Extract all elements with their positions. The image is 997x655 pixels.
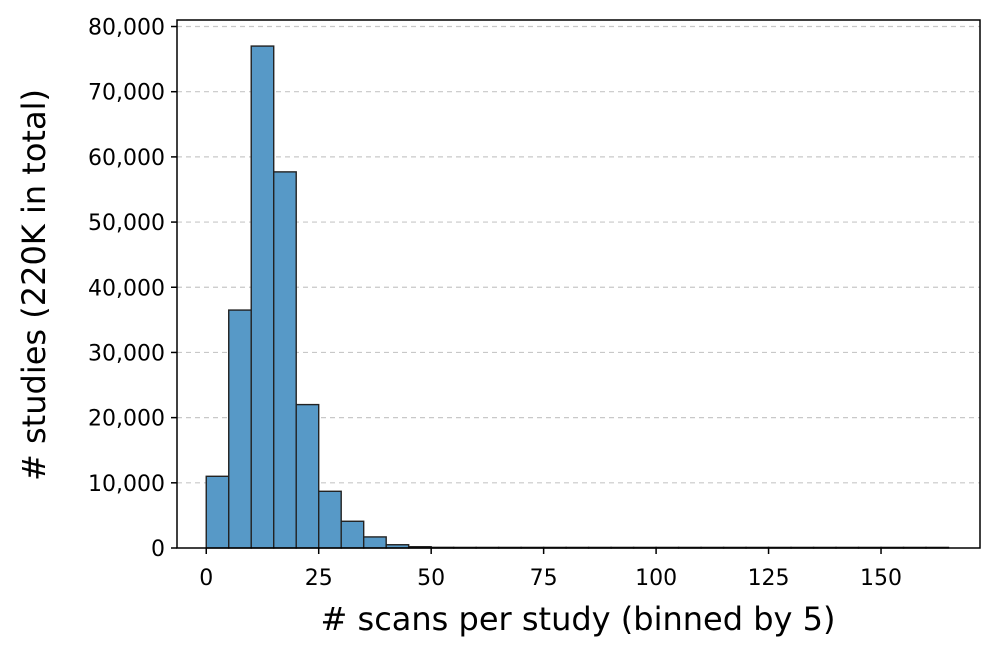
y-tick-label: 70,000	[88, 81, 165, 106]
histogram-bar	[228, 309, 252, 549]
grid-lines	[177, 25, 980, 484]
x-tick-label: 150	[860, 566, 902, 591]
histogram-bar	[250, 45, 275, 549]
y-tick-label: 30,000	[88, 341, 165, 366]
histogram-bar	[295, 403, 320, 549]
y-tick-label: 40,000	[88, 276, 165, 301]
y-axis-ticks: 0 10,000 20,000 30,000 40,000 50,000 60,000 70,…	[88, 16, 177, 562]
y-tick-label: 80,000	[88, 16, 165, 41]
x-tick-label: 50	[417, 566, 445, 591]
histogram-bar	[205, 475, 230, 549]
x-tick-label: 75	[530, 566, 558, 591]
plot-frame	[176, 19, 981, 549]
x-tick-label: 25	[305, 566, 333, 591]
y-tick-label: 50,000	[88, 211, 165, 236]
x-tick-label: 125	[748, 566, 790, 591]
x-axis-label: # scans per study (binned by 5)	[321, 600, 836, 638]
y-tick-label: 10,000	[88, 472, 165, 497]
histogram-bar	[273, 171, 297, 549]
y-axis-label: # studies (220K in total)	[15, 89, 53, 481]
y-tick-label: 20,000	[88, 407, 165, 432]
y-tick-label: 0	[151, 537, 165, 562]
histogram-bar	[362, 536, 387, 549]
x-tick-label: 0	[199, 566, 213, 591]
x-axis-ticks: 0 25 50 75 100 125 150	[199, 548, 902, 591]
x-tick-label: 100	[635, 566, 677, 591]
histogram-bar	[318, 490, 342, 549]
y-tick-label: 60,000	[88, 146, 165, 171]
histogram-bar	[340, 520, 365, 549]
bars	[205, 45, 950, 549]
